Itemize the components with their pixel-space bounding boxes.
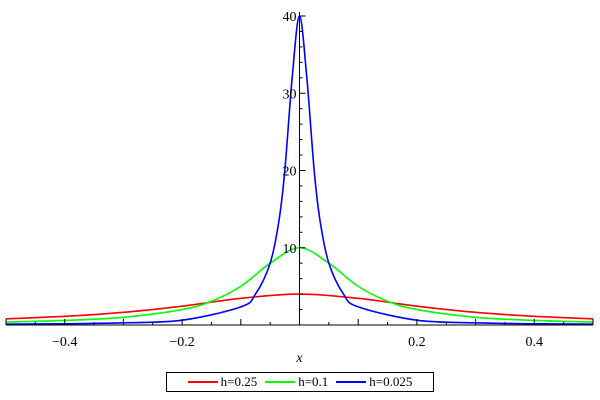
legend-label: h=0.1 [298, 374, 329, 389]
x-tick-label: 0.4 [526, 335, 544, 350]
x-tick-label: −0.2 [169, 335, 194, 350]
axes-layer [6, 12, 593, 326]
x-tick-label: 0.2 [408, 335, 426, 350]
legend-swatch-red [187, 381, 218, 383]
legend-label: h=0.25 [220, 374, 258, 389]
x-tick-label: −0.4 [52, 335, 77, 350]
y-tick-label: 10 [283, 242, 297, 257]
legend-label: h=0.025 [369, 374, 413, 389]
legend-item-h-0-1: h=0.1 [263, 374, 330, 390]
legend-swatch-blue [336, 381, 367, 383]
y-tick-label: 20 [283, 165, 297, 180]
ticks-layer: −0.4 −0.2 0.2 0.4 10 20 30 40 [5, 10, 594, 350]
x-axis-label: x [295, 351, 303, 366]
legend-item-h-0-25: h=0.25 [186, 374, 260, 390]
y-tick-label: 40 [283, 10, 297, 25]
y-tick-label: 30 [283, 87, 297, 102]
legend: h=0.25 h=0.1 h=0.025 [166, 372, 434, 392]
legend-swatch-green [265, 381, 296, 383]
legend-item-h-0-025: h=0.025 [334, 374, 414, 390]
